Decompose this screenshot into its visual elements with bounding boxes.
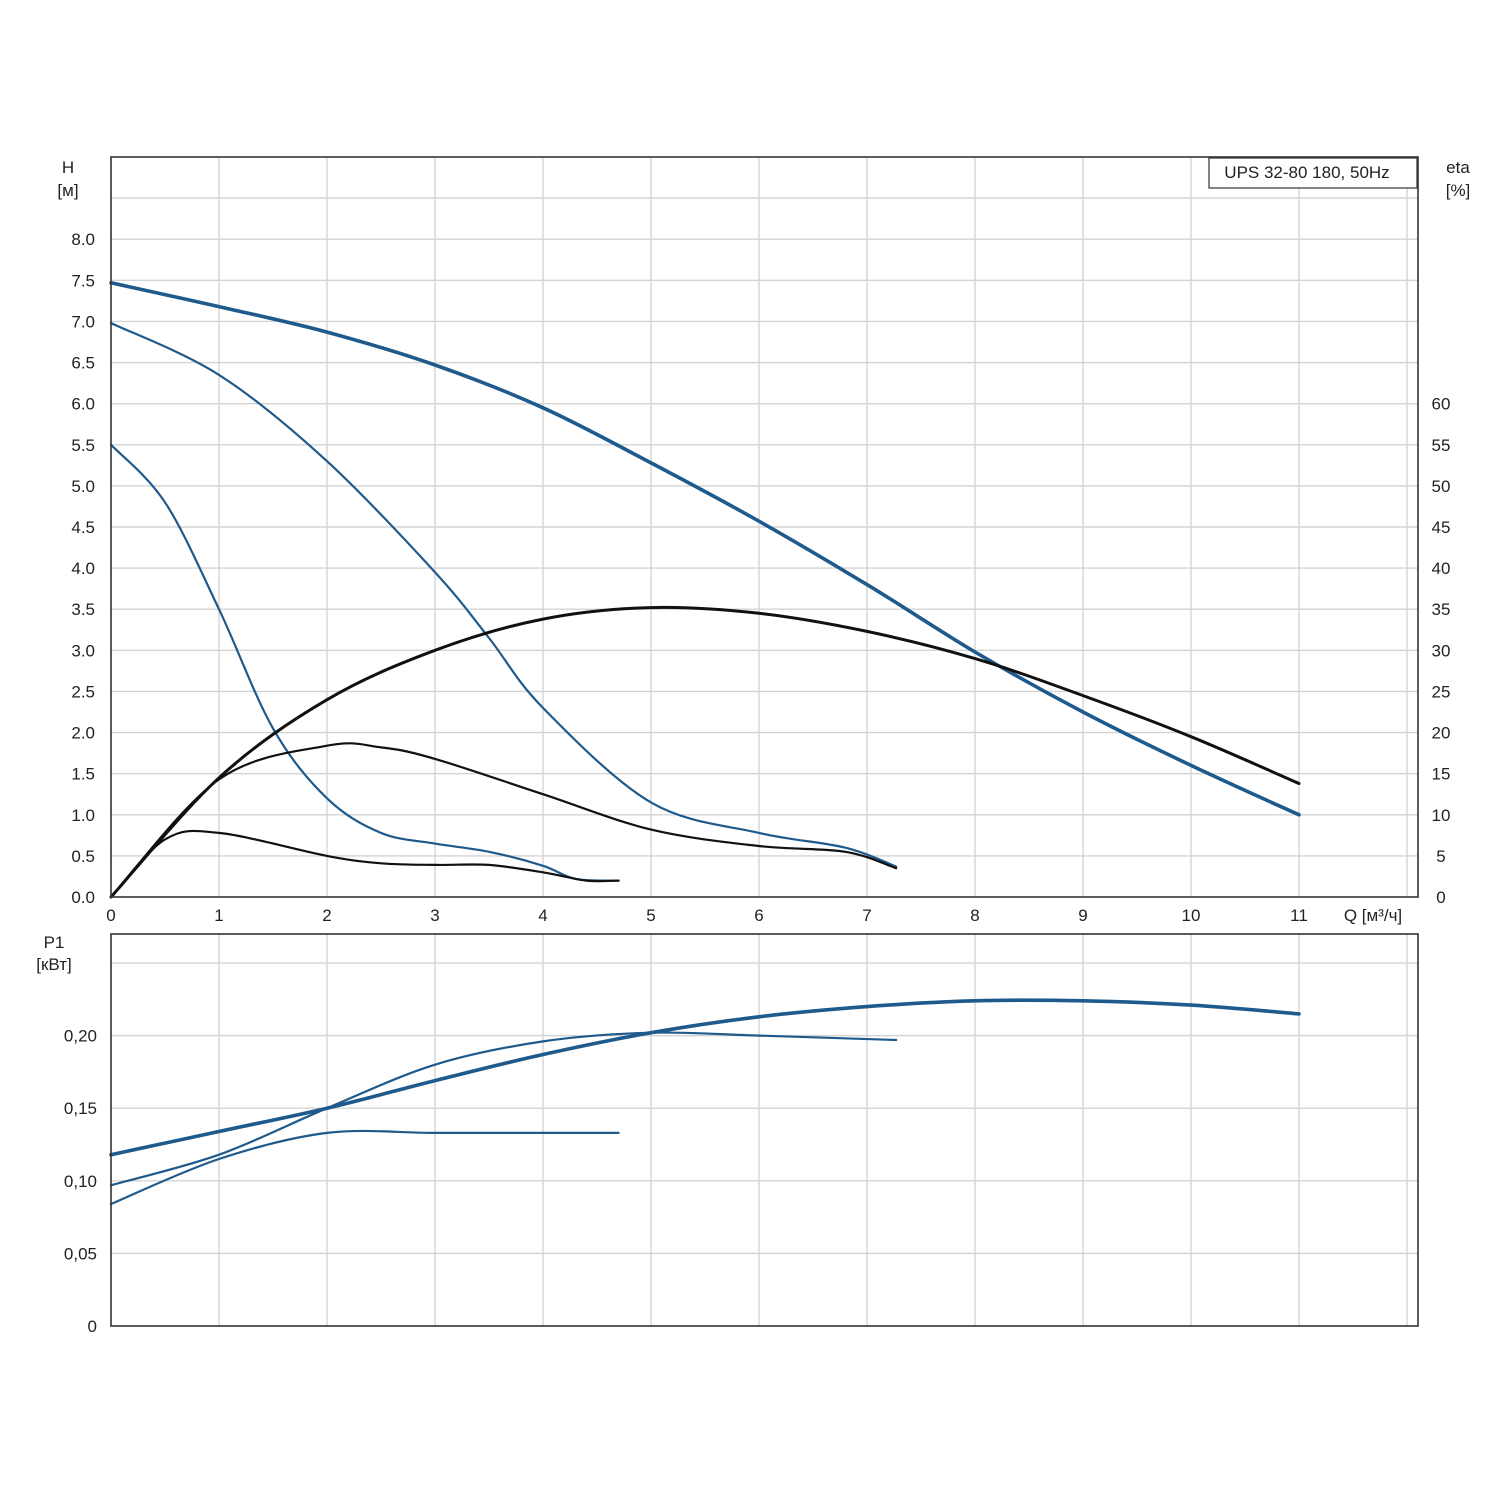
top-x-tick-labels: 0 1 2 3 4 5 6 7 8 9 10 11 — [106, 906, 1308, 925]
left-tick-label: 0.0 — [71, 888, 95, 907]
efficiency-curve-4 — [109, 742, 898, 899]
left-tick-label: 8.0 — [71, 230, 95, 249]
head-curve-1 — [109, 322, 898, 868]
x-tick-label: 1 — [214, 906, 223, 925]
power-tick-label: 0,05 — [64, 1244, 97, 1263]
left-tick-label: 6.5 — [71, 354, 95, 373]
head-curve-0 — [109, 281, 1301, 817]
head-curve-2 — [109, 443, 620, 882]
left-tick-label: 3.5 — [71, 600, 95, 619]
right-tick-label: 55 — [1432, 436, 1451, 455]
power-axis-name: P1 — [44, 933, 65, 952]
efficiency-curve-3 — [109, 605, 1301, 899]
left-tick-label: 2.5 — [71, 682, 95, 701]
right-tick-label: 30 — [1432, 641, 1451, 660]
x-tick-label: 10 — [1182, 906, 1201, 925]
left-tick-label: 4.5 — [71, 518, 95, 537]
right-tick-label: 20 — [1432, 724, 1451, 743]
right-tick-label: 60 — [1432, 395, 1451, 414]
chart-title: UPS 32-80 180, 50Hz — [1224, 163, 1389, 182]
top-grid — [111, 157, 1418, 897]
efficiency-curve-5 — [109, 829, 620, 899]
x-tick-label: 5 — [646, 906, 655, 925]
power-curve-1 — [109, 1031, 898, 1187]
left-tick-label: 5.5 — [71, 436, 95, 455]
right-axis-unit: [%] — [1446, 181, 1471, 200]
left-tick-label: 1.0 — [71, 806, 95, 825]
right-tick-label: 35 — [1432, 600, 1451, 619]
top-plot-frame — [110, 156, 1419, 898]
left-axis-name: H — [62, 158, 74, 177]
power-tick-label: 0,15 — [64, 1099, 97, 1118]
left-tick-label: 2.0 — [71, 724, 95, 743]
x-tick-label: 3 — [430, 906, 439, 925]
left-tick-label: 3.0 — [71, 641, 95, 660]
right-axis-name: eta — [1446, 158, 1470, 177]
x-tick-label: 4 — [538, 906, 547, 925]
power-axis-unit: [кВт] — [36, 955, 71, 974]
right-tick-label: 0 — [1436, 888, 1445, 907]
x-tick-label: 6 — [754, 906, 763, 925]
top-right-tick-labels: 0 5 10 15 20 25 30 35 40 45 50 55 60 — [1432, 395, 1451, 907]
x-tick-label: 2 — [322, 906, 331, 925]
x-tick-label: 0 — [106, 906, 115, 925]
right-tick-label: 10 — [1432, 806, 1451, 825]
power-tick-label: 0,20 — [64, 1027, 97, 1046]
right-tick-label: 40 — [1432, 559, 1451, 578]
x-tick-label: 11 — [1290, 906, 1308, 925]
left-tick-label: 7.5 — [71, 271, 95, 290]
left-tick-label: 5.0 — [71, 477, 95, 496]
left-tick-label: 1.5 — [71, 765, 95, 784]
top-series — [109, 281, 1301, 899]
right-tick-label: 5 — [1436, 847, 1445, 866]
left-tick-label: 6.0 — [71, 395, 95, 414]
x-tick-label: 7 — [862, 906, 871, 925]
x-tick-label: 8 — [970, 906, 979, 925]
power-chart: 0 0,05 0,10 0,15 0,20 P1 [кВт] — [36, 933, 1419, 1336]
right-tick-label: 45 — [1432, 518, 1451, 537]
bottom-grid — [111, 934, 1418, 1326]
right-tick-label: 15 — [1432, 765, 1451, 784]
power-curve-0 — [109, 998, 1301, 1157]
bottom-plot-frame — [110, 933, 1419, 1327]
left-tick-label: 4.0 — [71, 559, 95, 578]
x-tick-label: 9 — [1078, 906, 1087, 925]
x-axis-label: Q [м³/ч] — [1344, 906, 1402, 925]
top-left-tick-labels: 0.0 0.5 1.0 1.5 2.0 2.5 3.0 3.5 4.0 4.5 5.0 5.5 6.0 6… — [71, 230, 95, 907]
power-tick-label: 0 — [88, 1317, 97, 1336]
left-tick-label: 7.0 — [71, 312, 95, 331]
bottom-tick-labels: 0 0,05 0,10 0,15 0,20 — [64, 1027, 97, 1336]
chart-title-box — [1208, 157, 1418, 189]
head-efficiency-chart: 0 1 2 3 4 5 6 7 8 9 10 11 0.00.51.01.52.02.53.03.54… — [57, 156, 1471, 925]
left-tick-label: 0.5 — [71, 847, 95, 866]
power-tick-label: 0,10 — [64, 1172, 97, 1191]
power-curve-2 — [109, 1129, 620, 1206]
left-axis-unit: [м] — [57, 181, 78, 200]
right-tick-label: 50 — [1432, 477, 1451, 496]
bottom-series — [109, 998, 1301, 1206]
right-tick-label: 25 — [1432, 682, 1451, 701]
